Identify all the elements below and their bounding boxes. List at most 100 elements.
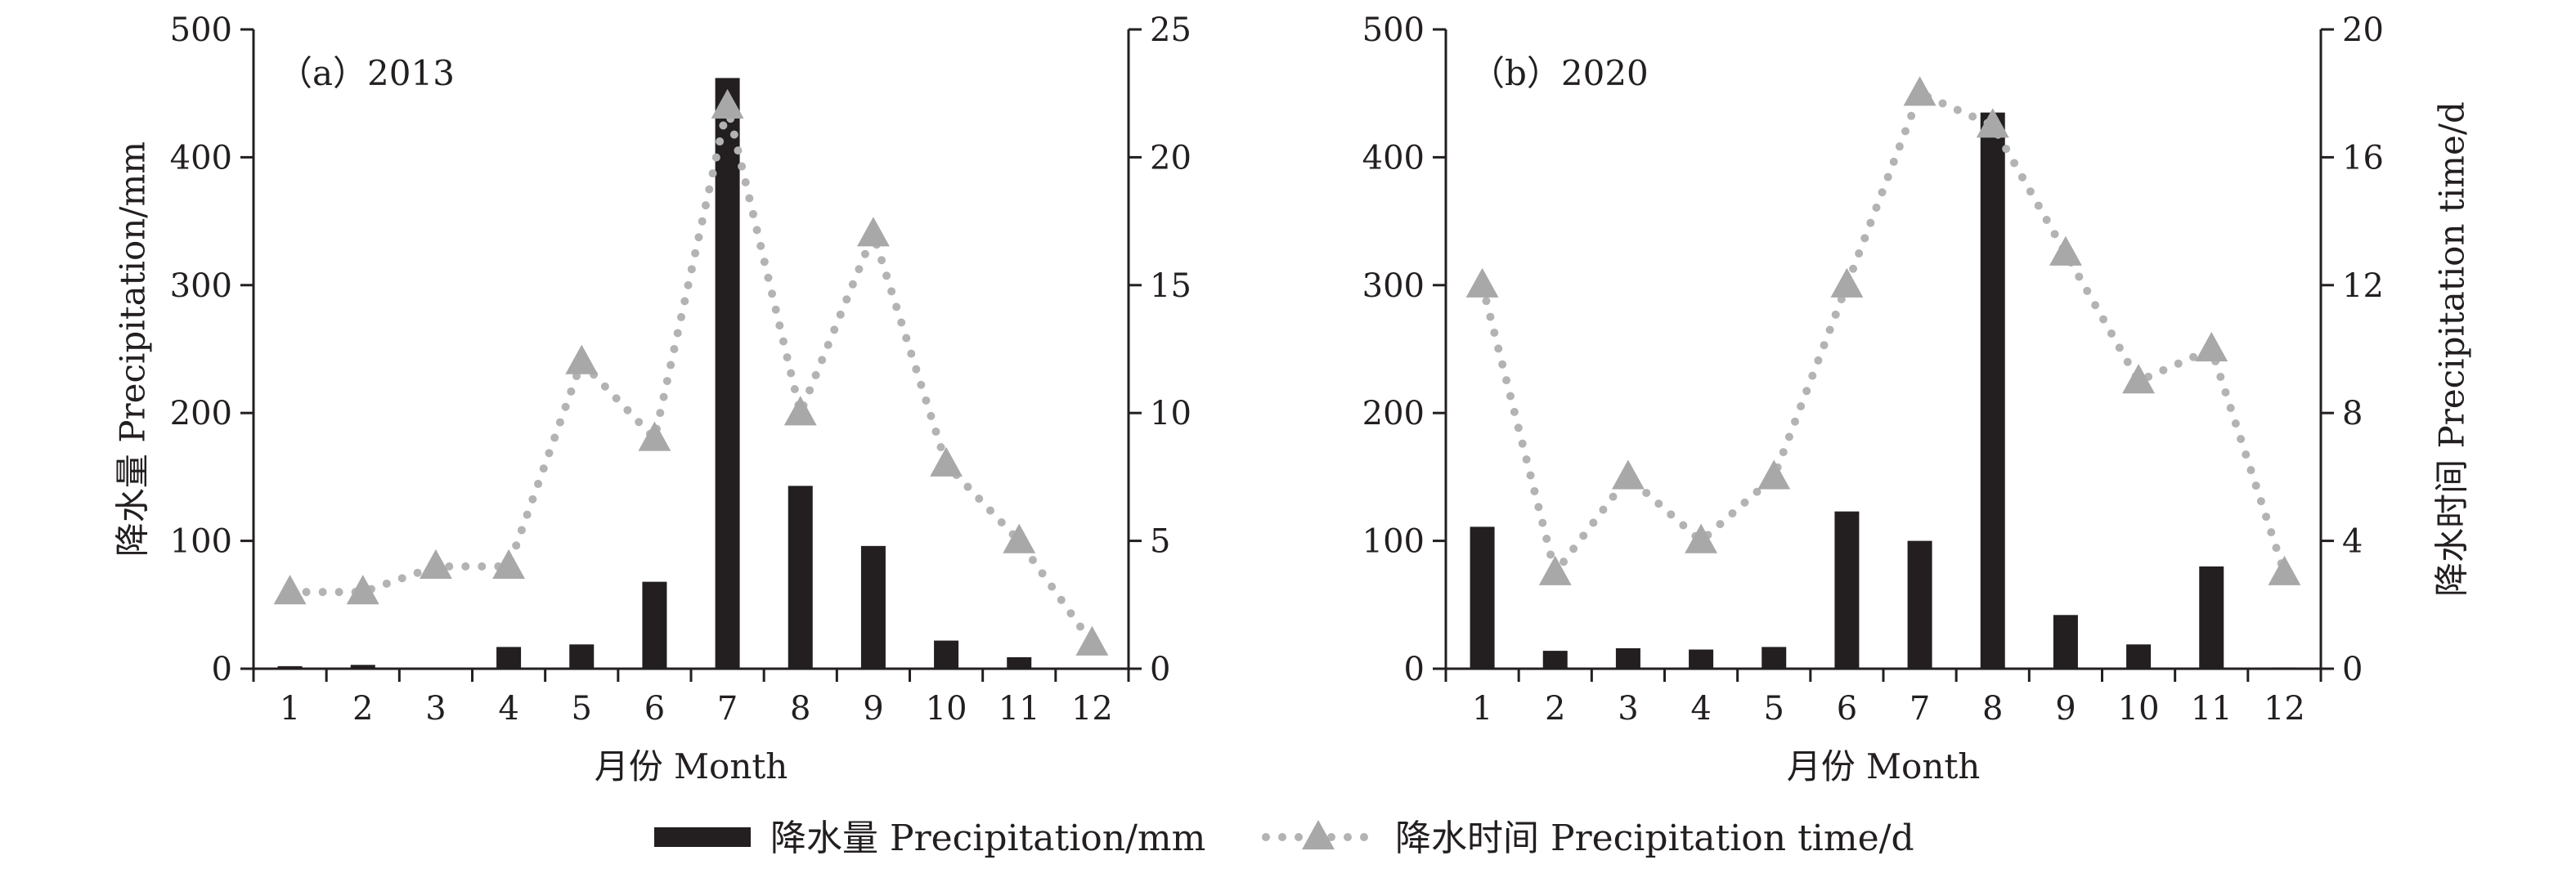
precipitation-time-marker [1003,523,1036,553]
y-left-tick-label: 100 [170,523,232,561]
x-tick-label: 3 [425,690,446,728]
chart-legend: 降水量 Precipitation/mm 降水时间 Precipitation t… [654,817,1914,859]
precipitation-bar [350,665,375,669]
x-tick-label: 1 [280,690,300,728]
precipitation-bar [277,665,303,669]
y-left-tick-label: 0 [1404,651,1425,688]
x-tick-label: 12 [1071,690,1113,728]
x-tick-label: 1 [1472,690,1492,728]
precipitation-time-marker [2049,235,2082,266]
precipitation-time-marker [1075,625,1109,656]
precipitation-time-marker [273,575,307,605]
x-tick-label: 3 [1618,690,1638,728]
x-tick-label: 6 [1837,690,1857,728]
precipitation-bar [1834,511,1860,669]
y-left-tick-label: 300 [170,267,232,305]
precipitation-time-line [1478,89,2289,577]
precipitation-bar [2272,667,2297,669]
panel-label: （a）2013 [278,53,455,93]
y-left-tick-label: 500 [170,11,232,49]
precipitation-bar [496,647,522,669]
precipitation-bar [1761,647,1787,669]
precipitation-bar [934,640,959,669]
x-tick-label: 8 [1982,690,2003,728]
y-left-axis-label: 降水量 Precipitation/mm [113,141,153,557]
precipitation-bar [788,486,813,669]
x-tick-label: 7 [717,690,738,728]
y-right-axis-label: 降水时间 Precipitation time/d [2432,101,2472,597]
precipitation-bar [860,545,886,669]
x-tick-label: 2 [1545,690,1565,728]
y-right-tick-label: 20 [1150,139,1192,177]
y-right-tick-label: 25 [1150,11,1192,49]
precipitation-bar [1542,651,1568,669]
y-left-tick-label: 300 [1362,267,1425,305]
x-tick-label: 11 [999,690,1040,728]
x-tick-label: 5 [572,690,592,728]
x-tick-label: 11 [2191,690,2233,728]
y-right-tick-label: 12 [2342,267,2384,305]
y-right-tick-label: 0 [2342,651,2363,688]
y-left-tick-label: 0 [212,651,232,688]
precipitation-bar [1907,540,1932,669]
precipitation-time-marker [1611,459,1645,490]
y-left-tick-label: 100 [1362,523,1425,561]
precipitation-time-marker [1757,459,1791,490]
precipitation-time-marker [638,421,671,451]
legend-bar-label: 降水量 Precipitation/mm [770,817,1205,859]
precipitation-time-marker [783,396,817,426]
y-right-tick-label: 16 [2342,139,2384,177]
precipitation-time-marker [1685,523,1718,553]
y-right-tick-label: 0 [1150,651,1170,688]
x-tick-label: 10 [926,690,967,728]
precipitation-time-marker [419,549,452,579]
precipitation-bar [1689,649,1714,669]
x-tick-label: 9 [863,690,883,728]
precipitation-time-marker [1538,555,1572,585]
precipitation-time-marker [565,344,599,374]
legend-bar-swatch [654,827,751,847]
precipitation-bar [569,644,595,669]
precipitation-time-marker [346,575,379,605]
x-tick-label: 6 [644,690,665,728]
x-tick-label: 12 [2264,690,2305,728]
legend-marker-swatch [1302,820,1335,850]
y-left-tick-label: 200 [1362,395,1425,432]
x-tick-label: 5 [1764,690,1784,728]
precipitation-time-marker [856,217,890,247]
y-right-tick-label: 4 [2342,523,2363,561]
y-right-tick-label: 5 [1150,523,1170,561]
y-right-tick-label: 20 [2342,11,2384,49]
precipitation-bar [2126,644,2152,669]
precipitation-time-marker [2268,555,2301,585]
precipitation-time-marker [2195,332,2228,362]
precipitation-time-marker [1465,267,1499,298]
y-left-tick-label: 400 [170,139,232,177]
precipitation-time-marker [2122,364,2156,394]
y-right-tick-label: 15 [1150,267,1192,305]
precipitation-bar [2199,566,2224,669]
precipitation-time-marker [1830,267,1864,298]
y-left-tick-label: 200 [170,395,232,432]
x-tick-label: 4 [498,690,518,728]
x-tick-label: 8 [790,690,810,728]
precipitation-time-marker [930,446,963,477]
precipitation-time-marker [492,549,526,579]
x-tick-label: 2 [352,690,373,728]
y-right-tick-label: 10 [1150,395,1192,432]
precipitation-bar [715,78,740,669]
x-tick-label: 4 [1690,690,1711,728]
y-right-tick-label: 8 [2342,395,2363,432]
panel-label: （b）2020 [1470,53,1649,93]
precipitation-bar [1470,526,1495,669]
precipitation-bar [2053,615,2078,669]
precipitation-bar [642,581,667,669]
precipitation-time-marker [711,88,744,119]
precipitation-bar [1007,656,1032,669]
x-tick-label: 7 [1910,690,1930,728]
x-tick-label: 9 [2055,690,2076,728]
x-axis-label: 月份 Month [595,746,788,786]
